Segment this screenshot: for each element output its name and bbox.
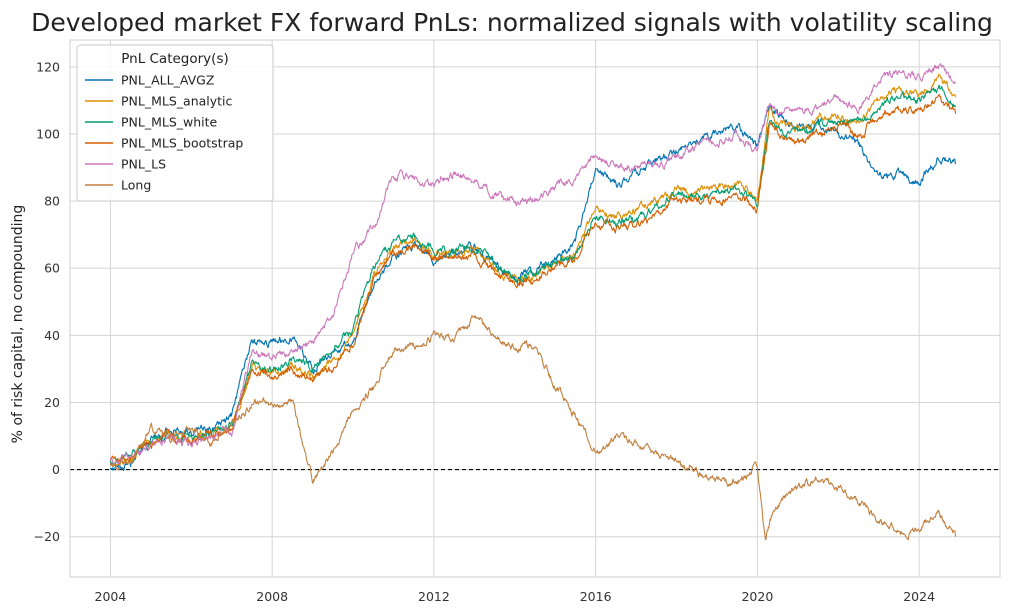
series-line-pnl-mls-bootstrap (109, 94, 957, 463)
legend-entry: PNL_MLS_bootstrap (121, 136, 243, 151)
series-line-pnl-ls (109, 63, 957, 466)
legend-entry: PNL_MLS_white (121, 115, 218, 130)
y-tick-label: 20 (44, 395, 60, 410)
legend-entry: PNL_ALL_AVGZ (121, 73, 214, 88)
plot-frame (69, 39, 1001, 578)
x-tick-label: 2008 (256, 589, 288, 604)
x-tick-label: 2024 (903, 589, 935, 604)
y-tick-label: 80 (44, 194, 60, 209)
y-tick-label: 0 (52, 462, 60, 477)
legend-entry: PNL_MLS_analytic (121, 94, 233, 109)
chart-title: Developed market FX forward PnLs: normal… (31, 8, 993, 37)
y-axis-label: % of risk capital, no compounding (10, 205, 26, 444)
series-line-long (109, 314, 957, 541)
series-lines (109, 63, 957, 541)
y-tick-label: 40 (44, 328, 60, 343)
y-tick-label: 60 (44, 261, 60, 276)
legend: PnL Category(s) PNL_ALL_AVGZ PNL_MLS_analy… (76, 44, 274, 202)
legend-box (76, 44, 274, 202)
x-tick-label: 2016 (580, 589, 612, 604)
series-line-pnl-mls-white (109, 84, 957, 466)
y-tick-label: 120 (36, 59, 60, 74)
legend-title: PnL Category(s) (121, 51, 229, 67)
legend-entry: PNL_LS (121, 157, 166, 172)
x-tick-label: 2020 (741, 589, 773, 604)
x-tick-label: 2012 (418, 589, 450, 604)
tick-labels: 2004 2008 2012 2016 2020 2024 −20 0 20 40 60 80 100 1… (34, 59, 935, 604)
series-line-pnl-all-avgz (109, 104, 957, 472)
x-tick-label: 2004 (95, 589, 127, 604)
legend-entry: Long (121, 178, 151, 193)
y-tick-label: −20 (34, 529, 60, 544)
y-tick-label: 100 (36, 126, 60, 141)
